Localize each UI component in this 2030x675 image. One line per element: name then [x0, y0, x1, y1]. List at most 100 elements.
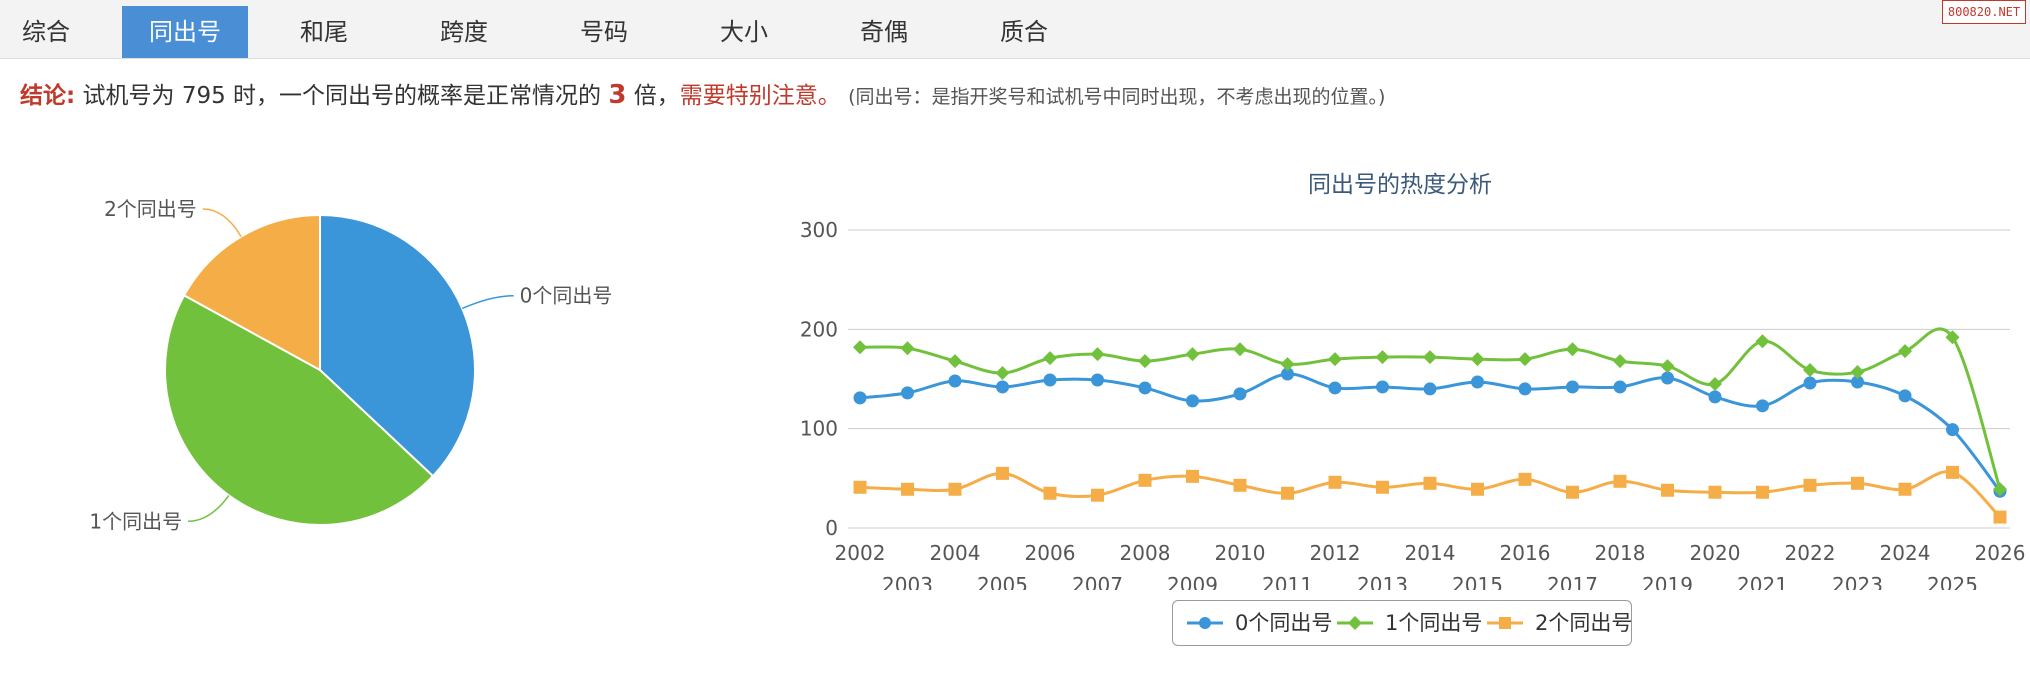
data-point-s2-16[interactable] [1613, 474, 1627, 488]
data-point-s0-0[interactable] [853, 391, 867, 405]
data-point-s0-3[interactable] [996, 380, 1009, 394]
data-point-s2-9[interactable] [1281, 486, 1294, 500]
data-point-s2-15[interactable] [1566, 485, 1579, 499]
x-tick-label-21: 2023 [1832, 573, 1883, 590]
data-point-s2-5[interactable] [1091, 488, 1104, 502]
data-point-s1-14[interactable] [1518, 352, 1532, 367]
data-point-s1-15[interactable] [1565, 342, 1580, 357]
data-point-s1-10[interactable] [1328, 352, 1342, 367]
legend-marker-square-icon [1487, 617, 1523, 629]
tab-odd-even[interactable]: 奇偶 [860, 18, 908, 46]
x-tick-label-12: 2014 [1405, 541, 1456, 565]
data-point-s1-11[interactable] [1375, 350, 1390, 365]
data-point-s1-20[interactable] [1803, 363, 1817, 378]
data-point-s1-13[interactable] [1470, 352, 1485, 367]
x-tick-label-16: 2018 [1595, 541, 1646, 565]
data-point-s0-23[interactable] [1946, 423, 1959, 437]
data-point-s2-24[interactable] [1993, 510, 2007, 524]
data-point-s2-23[interactable] [1946, 465, 1959, 479]
data-point-s0-22[interactable] [1898, 389, 1912, 403]
data-point-s0-21[interactable] [1851, 375, 1864, 389]
data-point-s1-16[interactable] [1613, 354, 1627, 369]
pie-label-0: 0个同出号 [520, 284, 613, 308]
data-point-s1-24[interactable] [1993, 482, 2007, 497]
data-point-s0-1[interactable] [901, 386, 914, 400]
data-point-s2-0[interactable] [853, 480, 867, 494]
data-point-s0-14[interactable] [1518, 382, 1532, 396]
data-point-s0-9[interactable] [1281, 367, 1294, 381]
data-point-s1-17[interactable] [1660, 359, 1675, 374]
tab-prime-composite[interactable]: 质合 [1000, 18, 1048, 46]
y-tick-label-3: 300 [800, 218, 838, 242]
tab-number[interactable]: 号码 [580, 18, 628, 46]
data-point-s2-22[interactable] [1898, 482, 1912, 496]
data-point-s1-1[interactable] [900, 341, 915, 356]
data-point-s2-2[interactable] [948, 482, 962, 496]
data-point-s1-0[interactable] [853, 340, 867, 355]
data-point-s0-18[interactable] [1708, 390, 1722, 404]
data-point-s0-2[interactable] [948, 374, 962, 388]
legend-marker-diamond-icon [1337, 616, 1373, 630]
data-point-s0-5[interactable] [1091, 373, 1104, 387]
data-point-s2-17[interactable] [1661, 483, 1674, 497]
data-point-s1-12[interactable] [1423, 350, 1437, 365]
data-point-s1-18[interactable] [1708, 376, 1722, 391]
data-point-s0-15[interactable] [1566, 380, 1579, 394]
pie-chart: 0个同出号 1个同出号 2个同出号 [89, 197, 613, 533]
data-point-s2-13[interactable] [1471, 482, 1484, 496]
x-tick-label-4: 2006 [1025, 541, 1076, 565]
data-point-s1-5[interactable] [1090, 347, 1105, 362]
tab-overview[interactable]: 综合 [22, 18, 70, 46]
data-point-s1-23[interactable] [1945, 330, 1960, 345]
pie-slice-0[interactable] [319, 213, 476, 478]
data-point-s2-6[interactable] [1138, 473, 1152, 487]
data-point-s0-7[interactable] [1186, 394, 1199, 408]
data-point-s2-20[interactable] [1803, 478, 1817, 492]
data-point-s2-3[interactable] [996, 466, 1009, 480]
data-point-s0-11[interactable] [1376, 380, 1389, 394]
x-tick-label-14: 2016 [1500, 541, 1551, 565]
data-point-s2-4[interactable] [1043, 486, 1057, 500]
data-point-s2-10[interactable] [1328, 475, 1342, 489]
tab-same-number[interactable]: 同出号 [122, 6, 248, 58]
data-point-s1-21[interactable] [1850, 365, 1865, 380]
data-point-s0-8[interactable] [1233, 387, 1247, 401]
tab-span[interactable]: 跨度 [440, 18, 488, 46]
data-point-s0-10[interactable] [1328, 381, 1342, 395]
data-point-s2-12[interactable] [1423, 476, 1437, 490]
x-tick-label-18: 2020 [1690, 541, 1741, 565]
data-point-s1-19[interactable] [1755, 334, 1770, 349]
data-point-s2-1[interactable] [901, 482, 914, 496]
legend-marker-circle-icon [1187, 617, 1223, 629]
data-point-s2-8[interactable] [1233, 478, 1247, 492]
data-point-s0-4[interactable] [1043, 373, 1057, 387]
data-point-s1-22[interactable] [1898, 344, 1912, 359]
data-point-s0-20[interactable] [1803, 376, 1817, 390]
data-point-s1-7[interactable] [1185, 347, 1200, 362]
data-point-s1-3[interactable] [995, 366, 1010, 381]
line-chart: 同出号的热度分析 0 100 200 300 2002 2003 2004 2005 2006 20… [800, 172, 2026, 590]
data-point-s1-2[interactable] [948, 354, 962, 369]
data-point-s2-21[interactable] [1851, 476, 1864, 490]
data-point-s0-6[interactable] [1138, 381, 1152, 395]
data-point-s0-12[interactable] [1423, 382, 1437, 396]
data-point-s1-6[interactable] [1138, 354, 1152, 369]
data-point-s2-11[interactable] [1376, 480, 1389, 494]
data-point-s0-17[interactable] [1661, 371, 1674, 385]
data-point-s2-18[interactable] [1708, 485, 1722, 499]
data-point-s2-19[interactable] [1756, 485, 1769, 499]
data-point-s1-8[interactable] [1233, 342, 1247, 357]
legend-label-2: 2个同出号 [1535, 611, 1633, 635]
x-tick-label-17: 2019 [1642, 573, 1693, 590]
data-point-s2-7[interactable] [1186, 469, 1199, 483]
pie-label-connector-2 [202, 208, 242, 237]
data-point-s1-4[interactable] [1043, 351, 1057, 366]
data-point-s1-9[interactable] [1280, 357, 1295, 372]
data-point-s2-14[interactable] [1518, 472, 1532, 486]
data-point-s0-13[interactable] [1471, 375, 1484, 389]
data-point-s0-19[interactable] [1756, 399, 1769, 413]
tab-size[interactable]: 大小 [720, 18, 768, 46]
tab-sum-tail[interactable]: 和尾 [300, 18, 348, 46]
x-tick-label-20: 2022 [1785, 541, 1836, 565]
data-point-s0-16[interactable] [1613, 380, 1627, 394]
